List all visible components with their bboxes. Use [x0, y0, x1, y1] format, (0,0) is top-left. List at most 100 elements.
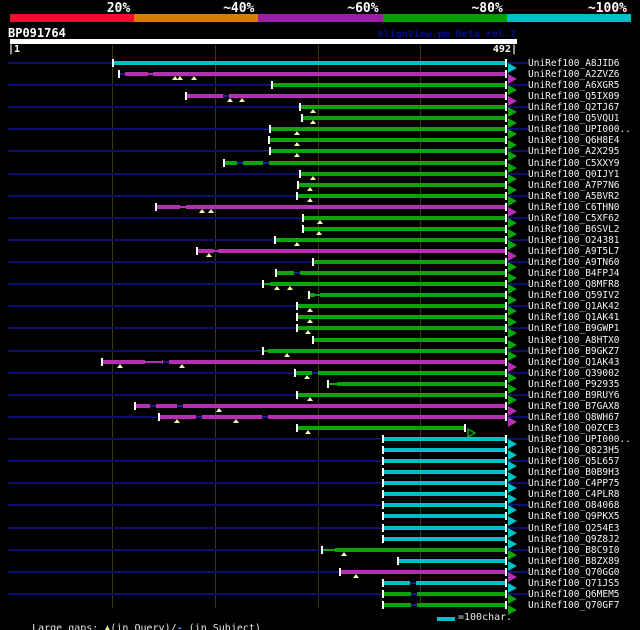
hit-bar[interactable] — [300, 171, 505, 176]
hit-bar[interactable] — [297, 182, 505, 187]
hit-bar[interactable] — [263, 348, 505, 353]
hit-bar[interactable] — [383, 536, 505, 541]
hit-label[interactable]: UniRef100_A5BVR2 — [528, 190, 620, 202]
hit-bar[interactable] — [383, 602, 505, 607]
hit-label[interactable]: UniRef100_B0B9H3 — [528, 467, 620, 479]
hit-label[interactable]: UniRef100_C4PLR8 — [528, 489, 620, 501]
hit-bar[interactable] — [397, 558, 505, 563]
hit-label[interactable]: UniRef100_Q254E3 — [528, 522, 620, 534]
hit-bar[interactable] — [135, 403, 505, 408]
hit-label[interactable]: UniRef100_Q1AK43 — [528, 356, 620, 368]
hit-label[interactable]: UniRef100_Q8MFR8 — [528, 279, 620, 291]
hit-label[interactable]: UniRef100_A9T5L7 — [528, 246, 620, 258]
hit-label[interactable]: UniRef100_C4PP75 — [528, 478, 620, 490]
hit-bar[interactable] — [383, 503, 505, 508]
hit-label[interactable]: UniRef100_B7GAX8 — [528, 400, 620, 412]
hit-bar[interactable] — [296, 326, 505, 331]
hit-bar[interactable] — [119, 72, 505, 77]
hit-bar[interactable] — [272, 83, 505, 88]
hit-bar[interactable] — [270, 127, 505, 132]
hit-bar[interactable] — [340, 569, 505, 574]
hit-bar[interactable] — [300, 105, 505, 110]
hit-label[interactable]: UniRef100_Q71JS5 — [528, 577, 620, 589]
hit-label[interactable]: UniRef100_A2X295 — [528, 146, 620, 158]
hit-label[interactable]: UniRef100_C5XXY9 — [528, 157, 620, 169]
hit-label[interactable]: UniRef100_Q6H8E4 — [528, 135, 620, 147]
hit-bar[interactable] — [296, 425, 464, 430]
hit-label[interactable]: UniRef100_Q70GF7 — [528, 599, 620, 611]
hit-label[interactable]: UniRef100_Q9Z8J2 — [528, 533, 620, 545]
hit-bar[interactable] — [159, 414, 505, 419]
hit-bar[interactable] — [383, 470, 505, 475]
hit-label[interactable]: UniRef100_A2ZVZ6 — [528, 69, 620, 81]
hit-bar[interactable] — [296, 304, 505, 309]
hit-bar[interactable] — [383, 459, 505, 464]
hit-bar[interactable] — [383, 481, 505, 486]
hit-bar[interactable] — [383, 580, 505, 585]
hit-label[interactable]: UniRef100_O24381 — [528, 234, 620, 246]
hit-bar[interactable] — [276, 271, 505, 276]
hit-label[interactable]: UniRef100_Q5L657 — [528, 456, 620, 468]
hit-label[interactable]: UniRef100_Q0IJY1 — [528, 168, 620, 180]
hit-bar[interactable] — [383, 514, 505, 519]
hit-bar[interactable] — [112, 61, 505, 65]
hit-bar[interactable] — [302, 116, 505, 121]
hit-label[interactable]: UniRef100_Q5VQU1 — [528, 113, 620, 125]
hit-label[interactable]: UniRef100_Q70GG0 — [528, 566, 620, 578]
hit-bar[interactable] — [101, 359, 505, 364]
hit-label[interactable]: UniRef100_P92935 — [528, 378, 620, 390]
hit-label[interactable]: UniRef100_Q1AK42 — [528, 301, 620, 313]
hit-bar[interactable] — [303, 226, 505, 231]
hit-bar[interactable] — [270, 149, 505, 154]
hit-label[interactable]: UniRef100_Q59IV2 — [528, 290, 620, 302]
hit-label[interactable]: UniRef100_Q823H5 — [528, 445, 620, 457]
hit-bar[interactable] — [321, 547, 505, 552]
hit-label[interactable]: UniRef100_Q39002 — [528, 367, 620, 379]
hit-label[interactable]: UniRef100_Q8WH67 — [528, 411, 620, 423]
hit-bar[interactable] — [309, 293, 505, 298]
hit-label[interactable]: UniRef100_B9RUY6 — [528, 389, 620, 401]
hit-label[interactable]: UniRef100_B8ZX89 — [528, 555, 620, 567]
hit-label[interactable]: UniRef100_A8JID6 — [528, 58, 620, 69]
hit-bar[interactable] — [294, 370, 505, 375]
hit-label[interactable]: UniRef100_A9TN60 — [528, 257, 620, 269]
hit-bar[interactable] — [303, 215, 505, 220]
hit-label[interactable]: UniRef100_Q5IX09 — [528, 91, 620, 103]
hit-bar[interactable] — [313, 337, 505, 342]
hit-bar[interactable] — [383, 492, 505, 497]
hit-bar[interactable] — [275, 237, 505, 242]
hit-bar[interactable] — [383, 525, 505, 530]
hit-bar[interactable] — [296, 392, 505, 397]
hit-label[interactable]: UniRef100_Q9PKX5 — [528, 511, 620, 523]
hit-label[interactable]: UniRef100_A8HTX0 — [528, 334, 620, 346]
hit-bar[interactable] — [156, 204, 505, 209]
hit-label[interactable]: UniRef100_Q1AK41 — [528, 312, 620, 324]
hit-bar[interactable] — [383, 437, 505, 442]
hit-label[interactable]: UniRef100_O84068 — [528, 500, 620, 512]
hit-label[interactable]: UniRef100_Q2TJ67 — [528, 102, 620, 114]
hit-label[interactable]: UniRef100_A7P7N6 — [528, 179, 620, 191]
hit-label[interactable]: UniRef100_Q6MEM5 — [528, 588, 620, 600]
hit-bar[interactable] — [185, 94, 505, 99]
hit-bar[interactable] — [383, 448, 505, 453]
hit-label[interactable]: UniRef100_B8C9I0 — [528, 544, 620, 556]
hit-bar[interactable] — [223, 160, 505, 165]
hit-bar[interactable] — [296, 315, 505, 320]
hit-label[interactable]: UniRef100_B6SVL2 — [528, 223, 620, 235]
hit-label[interactable]: UniRef100_B4FPJ4 — [528, 268, 620, 280]
hit-bar[interactable] — [263, 282, 505, 287]
hit-bar[interactable] — [269, 138, 505, 143]
hit-label[interactable]: UniRef100_C6THN0 — [528, 201, 620, 213]
hit-label[interactable]: UniRef100_Q0ZCE3 — [528, 422, 620, 434]
hit-label[interactable]: UniRef100_B9GKZ7 — [528, 345, 620, 357]
hit-bar[interactable] — [296, 193, 505, 198]
hit-bar[interactable] — [383, 591, 505, 596]
hit-bar[interactable] — [327, 381, 505, 386]
hit-label[interactable]: UniRef100_B9GWP1 — [528, 323, 620, 335]
hit-label[interactable]: UniRef100_C5XF62 — [528, 212, 620, 224]
hit-label[interactable]: UniRef100_UPI000.. — [528, 124, 631, 136]
hit-label[interactable]: UniRef100_A6XGR5 — [528, 80, 620, 92]
hit-bar[interactable] — [197, 249, 505, 254]
hit-bar[interactable] — [313, 260, 505, 265]
hit-label[interactable]: UniRef100_UPI000.. — [528, 434, 631, 446]
